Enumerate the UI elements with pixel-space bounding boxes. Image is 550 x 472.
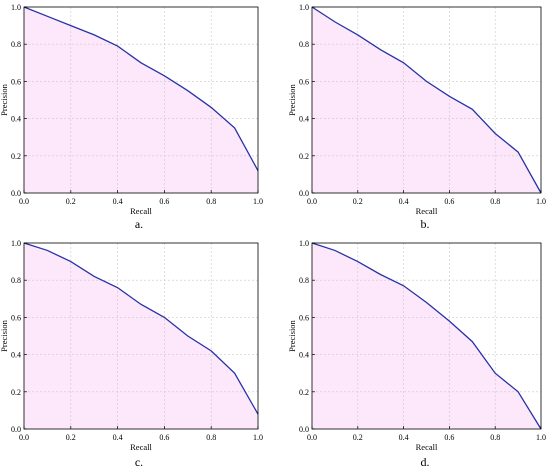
x-tick-label: 1.0 bbox=[253, 433, 263, 442]
x-tick-label: 0.4 bbox=[399, 433, 409, 442]
x-tick-label: 0.0 bbox=[19, 433, 29, 442]
y-tick-label: 0.4 bbox=[11, 351, 21, 360]
y-tick-label: 0.6 bbox=[11, 77, 21, 86]
chart-panel-2: 0.0 0.2 0.4 0.6 0.8 1.0 0.0 0.2 0.4 0.6 0.8 1.0 Reca… bbox=[287, 3, 546, 231]
x-tick-label: 0.0 bbox=[19, 197, 29, 206]
x-tick-label: 0.2 bbox=[353, 197, 363, 206]
x-tick-label: 0.8 bbox=[206, 197, 216, 206]
chart-panel-4: 0.0 0.2 0.4 0.6 0.8 1.0 0.0 0.2 0.4 0.6 0.8 1.0 Reca… bbox=[287, 239, 546, 469]
x-axis-label: Recall bbox=[130, 206, 152, 216]
x-tick-label: 1.0 bbox=[536, 197, 546, 206]
y-axis-label: Precision bbox=[287, 319, 297, 351]
chart-panel-3: 0.0 0.2 0.4 0.6 0.8 1.0 0.0 0.2 0.4 0.6 0.8 1.0 Reca… bbox=[0, 239, 263, 469]
x-tick-label: 0.8 bbox=[206, 433, 216, 442]
plot-frame bbox=[23, 6, 259, 194]
series-line bbox=[23, 6, 259, 171]
x-axis-label: Recall bbox=[130, 442, 152, 452]
y-tick-label: 0.8 bbox=[11, 276, 21, 285]
area-fill bbox=[312, 7, 541, 193]
area-fill bbox=[24, 7, 258, 193]
x-tick-label: 0.0 bbox=[307, 197, 317, 206]
x-tick-label: 0.6 bbox=[444, 197, 454, 206]
x-tick-label: 0.2 bbox=[66, 197, 76, 206]
series-line bbox=[311, 6, 542, 194]
x-tick-label: 0.2 bbox=[66, 433, 76, 442]
y-tick-label: 0.2 bbox=[299, 388, 309, 397]
y-tick-label: 0.6 bbox=[299, 77, 309, 86]
x-tick-label: 0.2 bbox=[353, 433, 363, 442]
area-fill bbox=[24, 243, 258, 429]
x-tick-label: 0.8 bbox=[490, 433, 500, 442]
x-tick-label: 1.0 bbox=[536, 433, 546, 442]
y-tick-label: 0.8 bbox=[11, 40, 21, 49]
y-axis-label: Precision bbox=[0, 83, 9, 115]
y-axis-label: Precision bbox=[0, 319, 9, 351]
y-tick-label: 1.0 bbox=[11, 3, 21, 12]
chart-panel-1: 0.0 0.2 0.4 0.6 0.8 1.0 0.0 0.2 0.4 0.6 0.8 1.0 Reca… bbox=[0, 3, 263, 231]
x-tick-label: 0.6 bbox=[159, 197, 169, 206]
panel-caption: a. bbox=[135, 217, 143, 231]
y-tick-label: 0.2 bbox=[11, 152, 21, 161]
x-axis-label: Recall bbox=[416, 206, 438, 216]
area-fill bbox=[312, 243, 541, 429]
x-tick-label: 0.4 bbox=[399, 197, 409, 206]
y-tick-label: 0.0 bbox=[299, 189, 309, 198]
y-tick-label: 0.8 bbox=[299, 40, 309, 49]
y-tick-label: 1.0 bbox=[299, 3, 309, 12]
panel-caption: b. bbox=[421, 217, 430, 231]
y-axis-label: Precision bbox=[287, 83, 297, 115]
panel-caption: d. bbox=[421, 455, 430, 469]
y-tick-label: 0.4 bbox=[11, 115, 21, 124]
x-tick-label: 0.4 bbox=[113, 433, 123, 442]
series-line bbox=[23, 242, 259, 415]
x-tick-label: 0.6 bbox=[444, 433, 454, 442]
y-tick-label: 0.4 bbox=[299, 351, 309, 360]
series-line bbox=[311, 242, 542, 430]
y-tick-label: 0.0 bbox=[11, 189, 21, 198]
y-tick-label: 0.0 bbox=[11, 425, 21, 434]
y-tick-label: 1.0 bbox=[299, 239, 309, 248]
plot-frame bbox=[311, 242, 542, 430]
y-tick-label: 0.2 bbox=[11, 388, 21, 397]
y-tick-label: 0.2 bbox=[299, 152, 309, 161]
y-tick-label: 0.4 bbox=[299, 115, 309, 124]
plot-frame bbox=[23, 242, 259, 430]
x-tick-label: 0.8 bbox=[490, 197, 500, 206]
x-tick-label: 0.0 bbox=[307, 433, 317, 442]
y-tick-label: 0.6 bbox=[11, 313, 21, 322]
y-tick-label: 1.0 bbox=[11, 239, 21, 248]
x-tick-label: 0.6 bbox=[159, 433, 169, 442]
x-axis-label: Recall bbox=[416, 442, 438, 452]
panel-caption: c. bbox=[135, 455, 143, 469]
y-tick-label: 0.8 bbox=[299, 276, 309, 285]
plot-frame bbox=[311, 6, 542, 194]
y-tick-label: 0.6 bbox=[299, 313, 309, 322]
x-tick-label: 1.0 bbox=[253, 197, 263, 206]
x-tick-label: 0.4 bbox=[113, 197, 123, 206]
y-tick-label: 0.0 bbox=[299, 425, 309, 434]
